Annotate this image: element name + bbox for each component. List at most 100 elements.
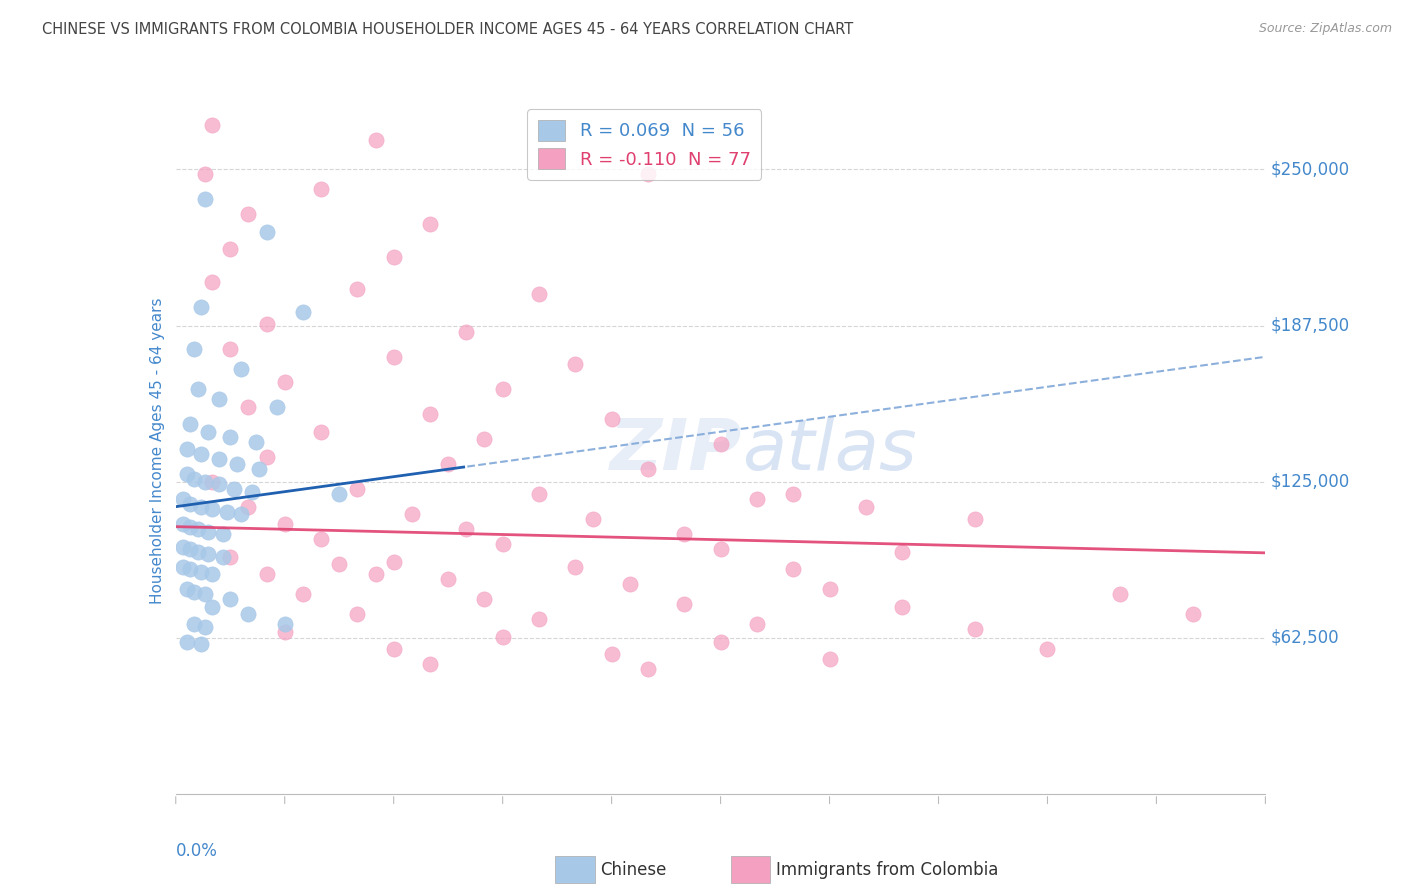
Point (208, 452, 231, 467)
Point (419, 407, 441, 421)
Point (226, 457, 249, 471)
Text: 0.0%: 0.0% (176, 842, 218, 860)
Point (208, 477, 231, 491)
Point (238, 400, 260, 414)
Point (172, 559, 194, 574)
Point (266, 400, 288, 414)
Point (456, 325, 478, 339)
Point (710, 634, 733, 648)
Point (456, 522, 478, 536)
Point (219, 549, 242, 564)
Point (201, 502, 224, 516)
Point (219, 243, 242, 257)
Point (219, 343, 242, 357)
Point (527, 287, 550, 301)
Point (346, 607, 368, 621)
Point (179, 562, 201, 576)
Point (179, 497, 201, 511)
Point (710, 542, 733, 557)
Text: $125,000: $125,000 (1271, 473, 1350, 491)
Point (215, 505, 238, 519)
Point (437, 457, 460, 471)
Point (855, 500, 877, 514)
Point (564, 357, 586, 371)
Point (190, 565, 212, 579)
Point (179, 542, 201, 557)
Point (238, 500, 260, 514)
Point (364, 132, 387, 146)
Point (197, 425, 219, 439)
Point (201, 275, 224, 289)
Point (197, 547, 219, 561)
Text: Chinese: Chinese (600, 861, 666, 879)
Point (274, 517, 297, 532)
Point (208, 392, 231, 407)
Point (179, 417, 201, 432)
Point (190, 500, 212, 514)
Point (782, 487, 804, 501)
Point (183, 617, 205, 632)
Point (201, 475, 224, 489)
Point (197, 524, 219, 539)
Point (190, 447, 212, 461)
Point (1181, 607, 1204, 621)
Point (256, 225, 278, 239)
Point (274, 375, 297, 389)
Point (274, 617, 297, 632)
Point (309, 532, 332, 546)
Point (346, 482, 368, 496)
Point (382, 555, 405, 569)
Point (256, 318, 278, 332)
Point (219, 430, 242, 444)
Point (194, 193, 217, 207)
Point (309, 182, 332, 196)
Text: $187,500: $187,500 (1271, 317, 1350, 334)
Point (600, 647, 623, 661)
Point (172, 492, 194, 507)
Point (194, 619, 217, 633)
Point (183, 584, 205, 599)
Point (891, 544, 914, 558)
Point (291, 305, 314, 319)
Point (382, 250, 405, 264)
Point (176, 634, 198, 648)
Point (222, 482, 245, 496)
Point (238, 207, 260, 221)
Point (256, 567, 278, 582)
Point (782, 562, 804, 576)
Point (637, 662, 659, 676)
Point (364, 567, 387, 582)
Point (172, 540, 194, 554)
Point (474, 592, 496, 607)
Point (527, 487, 550, 501)
Text: ZIP: ZIP (610, 416, 742, 485)
Point (231, 362, 253, 376)
Point (172, 517, 194, 532)
Point (710, 437, 733, 451)
Point (1109, 587, 1132, 601)
Point (673, 527, 696, 541)
Text: Source: ZipAtlas.com: Source: ZipAtlas.com (1258, 22, 1392, 36)
Y-axis label: Householder Income Ages 45 - 64 years: Householder Income Ages 45 - 64 years (149, 297, 165, 604)
Point (818, 652, 841, 666)
Point (247, 462, 270, 476)
Legend: R = 0.069  N = 56, R = -0.110  N = 77: R = 0.069 N = 56, R = -0.110 N = 77 (527, 109, 762, 180)
Point (474, 432, 496, 446)
Point (176, 467, 198, 482)
Point (891, 599, 914, 614)
Point (176, 442, 198, 457)
Text: $250,000: $250,000 (1271, 161, 1350, 178)
Point (186, 544, 209, 558)
Text: $62,500: $62,500 (1271, 629, 1340, 647)
Point (1036, 642, 1059, 657)
Point (240, 484, 263, 499)
Point (212, 527, 235, 541)
Point (183, 343, 205, 357)
Point (582, 512, 605, 526)
Point (328, 557, 350, 571)
Point (437, 572, 460, 586)
Point (194, 475, 217, 489)
Point (637, 168, 659, 182)
Point (291, 587, 314, 601)
Point (328, 487, 350, 501)
